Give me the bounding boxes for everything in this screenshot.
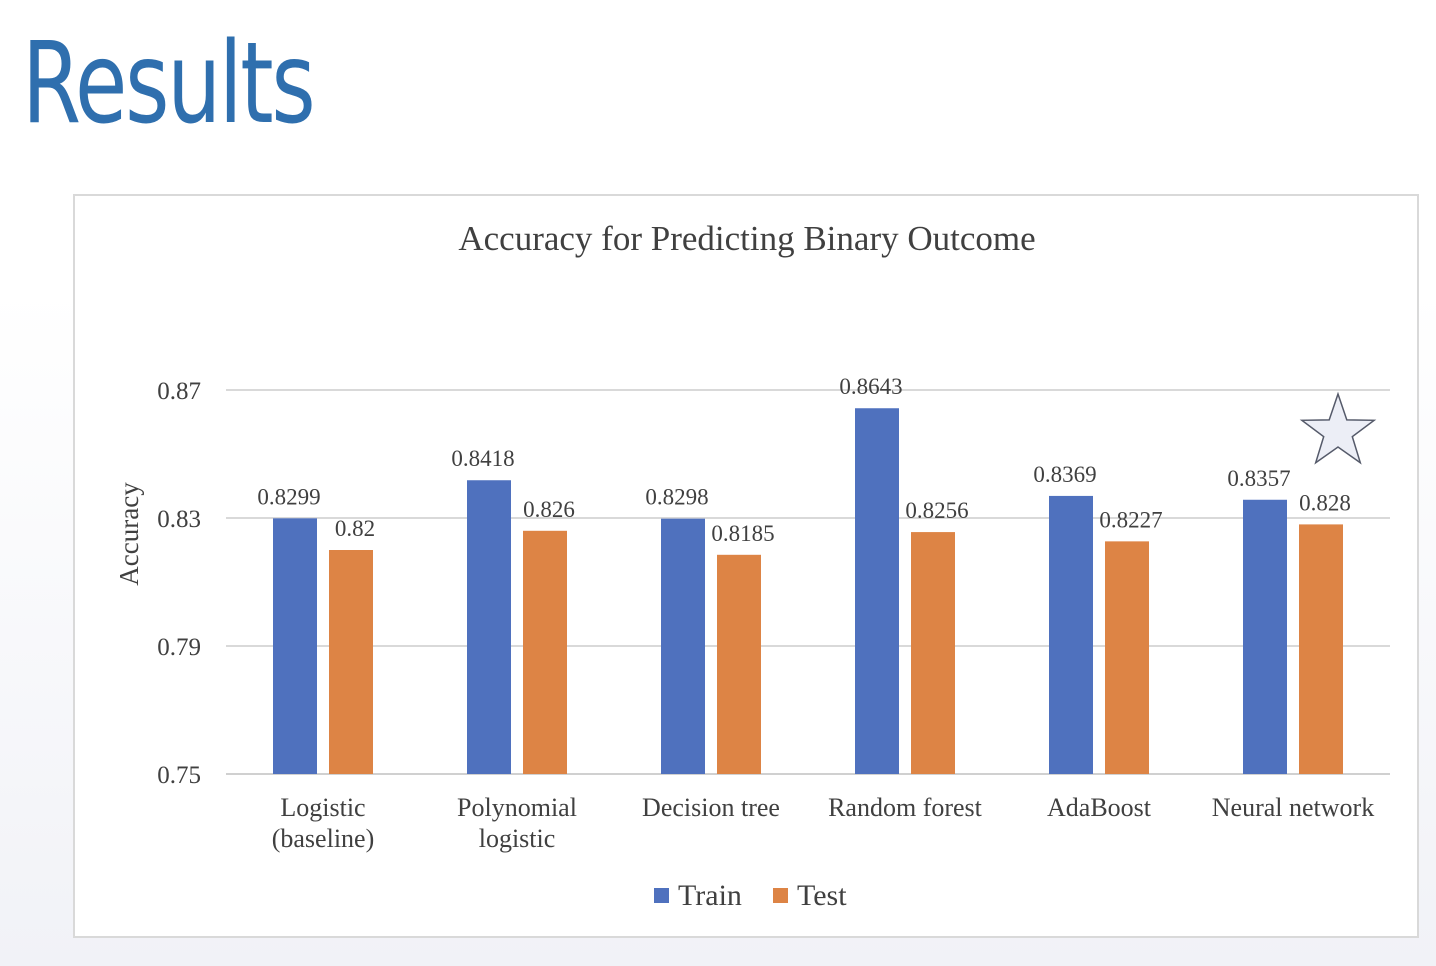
- category-label: Decision tree: [642, 793, 780, 822]
- slide-title: Results: [22, 19, 316, 149]
- data-label: 0.8185: [711, 521, 774, 546]
- data-label: 0.828: [1299, 490, 1351, 515]
- category-label: logistic: [479, 824, 556, 853]
- data-label: 0.8256: [905, 498, 968, 523]
- bar-train: [1049, 495, 1093, 774]
- bar-test: [717, 554, 761, 774]
- chart-title: Accuracy for Predicting Binary Outcome: [458, 219, 1035, 258]
- category-label: Neural network: [1212, 793, 1374, 822]
- data-label: 0.8299: [257, 484, 320, 509]
- data-label: 0.8369: [1033, 462, 1096, 487]
- data-label: 0.826: [523, 497, 575, 522]
- bar-test: [911, 532, 955, 774]
- bar-test: [329, 550, 373, 774]
- legend-swatch: [654, 888, 669, 903]
- bar-train: [1243, 499, 1287, 774]
- data-label: 0.8357: [1227, 466, 1290, 491]
- y-tick-label: 0.75: [157, 762, 201, 789]
- y-tick-label: 0.87: [157, 378, 201, 405]
- star-icon: [1299, 391, 1377, 465]
- bar-train: [273, 518, 317, 774]
- bar-test: [1299, 524, 1343, 774]
- bars: [273, 408, 1343, 774]
- bar-test: [1105, 541, 1149, 774]
- bar-test: [523, 530, 567, 774]
- bar-train: [467, 480, 511, 774]
- data-label: 0.8643: [839, 374, 902, 399]
- category-label: Polynomial: [457, 793, 577, 822]
- bar-train: [855, 408, 899, 774]
- legend-label: Test: [797, 879, 847, 912]
- data-label: 0.8227: [1099, 507, 1162, 532]
- category-label: (baseline): [272, 824, 375, 853]
- legend-swatch: [773, 888, 788, 903]
- category-label: AdaBoost: [1047, 793, 1152, 822]
- legend: Train Test: [654, 879, 847, 912]
- gridlines: [226, 389, 1390, 775]
- data-label: 0.8418: [451, 446, 514, 471]
- y-tick-label: 0.83: [157, 506, 201, 533]
- y-tick-label: 0.79: [157, 634, 201, 661]
- y-tick-labels: 0.75 0.79 0.83 0.87: [157, 378, 201, 789]
- category-label: Logistic: [280, 793, 365, 822]
- data-label: 0.8298: [645, 485, 708, 510]
- category-label: Random forest: [828, 793, 983, 822]
- data-label: 0.82: [335, 516, 375, 541]
- legend-label: Train: [678, 879, 742, 912]
- bar-train: [661, 518, 705, 774]
- y-axis-label: Accuracy: [114, 482, 144, 586]
